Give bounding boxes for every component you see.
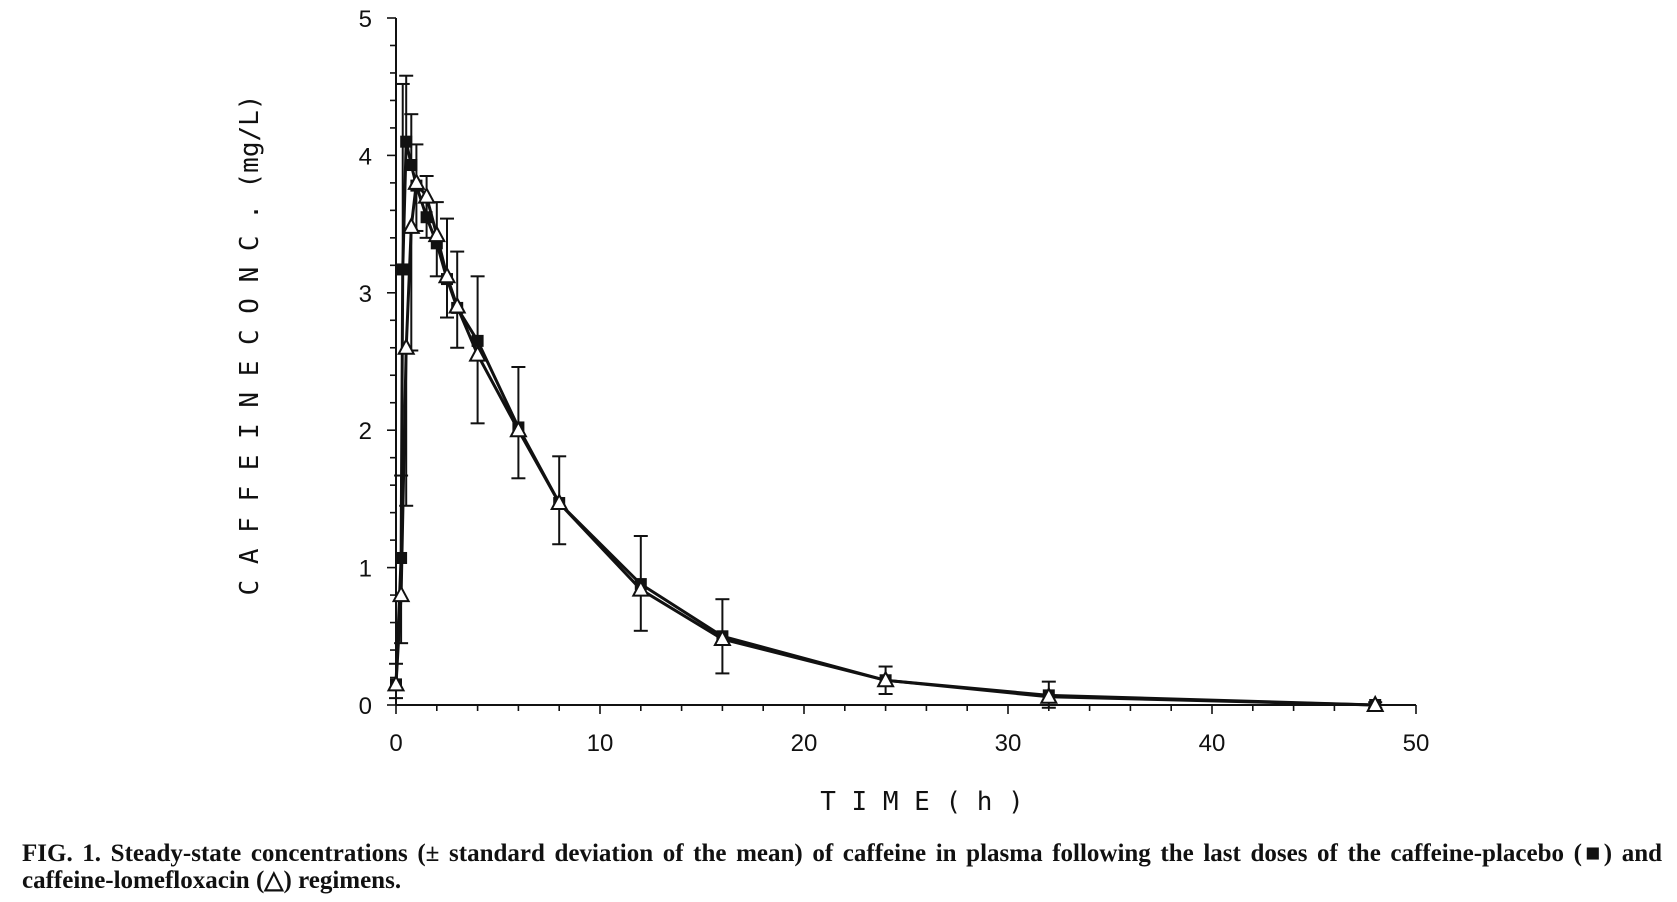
- y-tick-label: 5: [359, 6, 372, 33]
- x-tick-label: 40: [1199, 730, 1226, 757]
- y-tick-label: 1: [359, 556, 372, 583]
- square-marker: [420, 211, 433, 224]
- triangle-marker: [713, 628, 732, 647]
- x-tick-label: 0: [389, 730, 402, 757]
- y-tick-label: 3: [359, 281, 372, 308]
- triangle-marker: [386, 674, 406, 692]
- x-tick-label: 30: [995, 730, 1022, 757]
- triangle-marker: [402, 216, 421, 234]
- error-bars: [389, 74, 1383, 709]
- triangle-marker: [427, 224, 446, 243]
- axes: 0 10 20 30 40 50 0 1 2 3 4 5: [359, 6, 1430, 757]
- y-tick-label: 4: [359, 143, 372, 170]
- triangle-marker: [631, 579, 650, 597]
- triangle-marker: [407, 172, 426, 190]
- series-line: [394, 178, 1376, 707]
- series-lines: [394, 141, 1376, 707]
- triangle-marker: [448, 296, 467, 314]
- y-tick-label: 2: [359, 418, 372, 445]
- chart: 0 10 20 30 40 50 0 1 2 3 4 5 T I M E ( h ) C A F F …: [235, 6, 1430, 817]
- triangle-marker: [437, 266, 457, 284]
- triangle-marker: [468, 344, 487, 362]
- x-tick-label: 10: [587, 730, 614, 757]
- figure-caption: FIG. 1. Steady-state concentrations (± s…: [22, 840, 1662, 894]
- triangle-marker: [397, 337, 416, 355]
- y-tick-label: 0: [359, 693, 372, 720]
- triangle-marker: [417, 186, 436, 204]
- triangle-marker: [550, 492, 569, 511]
- square-marker: [395, 551, 408, 564]
- y-axis-title: C A F F E I N E C O N C . (mg/L): [235, 95, 265, 596]
- series-line: [394, 141, 1376, 707]
- x-tick-label: 50: [1403, 730, 1430, 757]
- square-marker: [400, 135, 413, 148]
- triangle-marker: [509, 420, 528, 438]
- triangle-marker: [1366, 694, 1385, 712]
- triangle-marker: [876, 670, 895, 688]
- square-marker: [396, 263, 409, 276]
- square-marker: [471, 334, 484, 347]
- triangle-marker: [1039, 686, 1058, 704]
- x-tick-label: 20: [791, 730, 818, 757]
- markers: [386, 135, 1385, 712]
- square-marker: [405, 159, 418, 172]
- x-axis-title: T I M E ( h ): [820, 787, 1024, 817]
- triangle-marker: [391, 584, 411, 603]
